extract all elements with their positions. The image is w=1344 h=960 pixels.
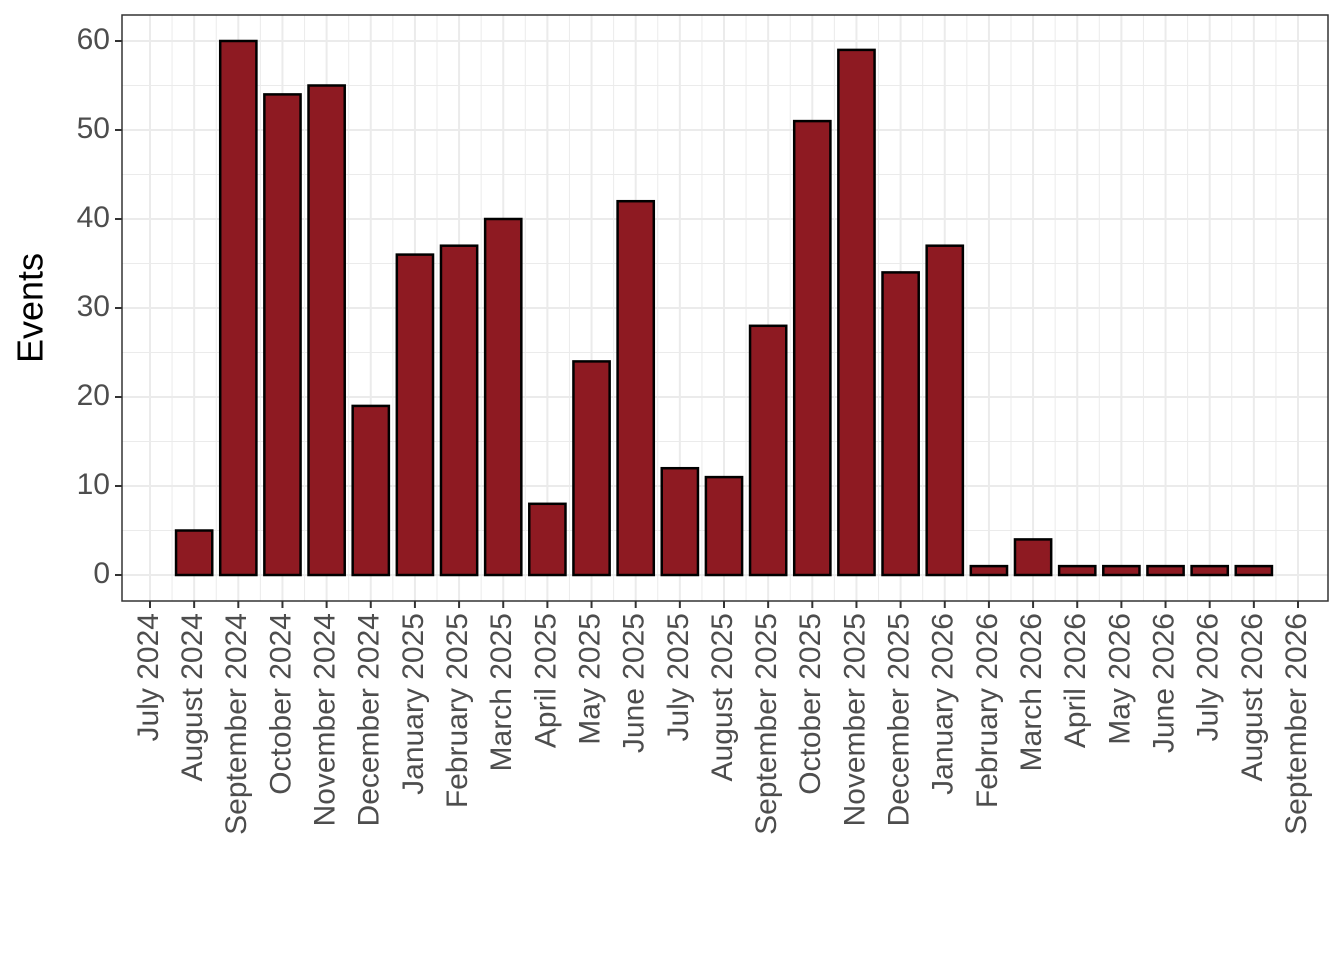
bar [395,253,435,577]
x-tick-label: August 2025 [706,613,739,781]
bar [1057,564,1097,577]
bar [307,84,346,577]
bar [1234,564,1274,577]
y-tick-label: 40 [77,201,110,234]
bar [528,502,567,577]
bar [925,244,965,577]
bar [439,244,479,577]
x-tick-label: August 2026 [1236,613,1269,781]
y-tick-label: 50 [77,112,110,145]
y-tick-label: 20 [77,379,110,412]
x-tick-label: September 2024 [220,613,253,835]
bar [616,199,656,577]
x-tick-label: December 2024 [353,613,386,826]
bar [1102,564,1141,577]
bar [263,93,302,577]
x-tick-label: February 2026 [971,613,1004,808]
x-tick-label: April 2026 [1059,613,1092,748]
y-tick-label: 0 [93,557,110,590]
plot-border [121,14,1329,602]
x-tick-label: March 2025 [485,613,518,771]
x-tick-label: May 2026 [1103,613,1136,745]
x-tick-label: September 2026 [1280,613,1313,835]
x-tick-label: August 2024 [176,613,209,781]
x-tick-label: July 2025 [662,613,695,741]
x-tick-label: May 2025 [573,613,606,745]
x-tick-label: January 2025 [397,613,430,795]
bar [572,360,611,577]
bar [704,475,744,577]
bar [660,466,700,577]
bar [969,564,1009,577]
bar [881,271,920,577]
x-tick-label: July 2026 [1192,613,1225,741]
y-tick-label: 10 [77,468,110,501]
bar [1013,538,1053,577]
bar [483,217,523,577]
x-tick-label: July 2024 [132,613,165,741]
x-tick-label: November 2024 [309,613,342,826]
y-tick-label: 60 [77,23,110,56]
bar [174,529,214,577]
y-axis-title: Events [10,253,51,363]
x-tick-label: October 2025 [794,613,827,795]
x-tick-label: December 2025 [883,613,916,826]
bar [218,39,258,577]
x-tick-label: June 2025 [618,613,651,753]
x-tick-label: April 2025 [529,613,562,748]
x-tick-label: November 2025 [838,613,871,826]
bar [1146,564,1185,577]
x-tick-label: February 2025 [441,613,474,808]
bar [837,48,876,577]
x-tick-label: October 2024 [264,613,297,795]
bar [748,324,788,577]
x-tick-label: June 2026 [1147,613,1180,753]
x-tick-label: September 2025 [750,613,783,835]
x-tick-label: January 2026 [927,613,960,795]
bar [792,119,832,577]
x-tick-label: March 2026 [1015,613,1048,771]
bar [1190,564,1230,577]
bar [351,404,391,577]
y-tick-label: 30 [77,290,110,323]
